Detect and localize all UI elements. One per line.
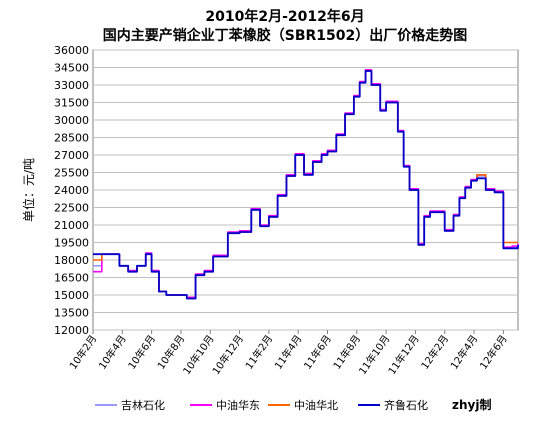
legend-label: 齐鲁石化 [384,398,428,412]
y-tick-label: 25500 [54,167,89,180]
y-tick-label: 12000 [54,324,89,337]
x-tick-label: 11年8月 [330,332,363,371]
x-tick-label: 12年4月 [447,332,480,371]
author-watermark: zhyj制 [452,397,491,412]
x-tick-label: 10年8月 [154,332,187,371]
y-tick-label: 13500 [54,307,89,320]
legend-label: 中油华北 [294,398,338,412]
y-tick-label: 33000 [54,79,89,92]
x-tick-label: 11年6月 [301,332,334,371]
x-tick-label: 10年2月 [66,332,99,371]
y-axis-ticks: 12000 13500 15000 16500 18000 19500 21000 22500… [54,44,89,337]
chart-title: 2010年2月-2012年6月 [205,8,364,25]
y-axis-label: 单位：元/吨 [21,158,36,222]
x-axis-ticks: 10年2月10年4月10年6月10年8月10年10月10年12月11年2月11年… [66,330,510,377]
chart-subtitle: 国内主要产销企业丁苯橡胶（SBR1502）出厂价格走势图 [103,27,468,44]
x-tick-label: 11年4月 [272,332,305,371]
series-line [93,70,519,300]
x-tick-label: 12年6月 [477,332,510,371]
x-tick-label: 10年4月 [96,332,129,371]
y-tick-label: 21000 [54,219,89,232]
legend-label: 中油华东 [216,398,260,412]
y-tick-label: 28500 [54,132,89,145]
y-tick-label: 15000 [54,289,89,302]
grid-lines [93,49,518,331]
legend-label: 吉林石化 [121,398,165,412]
y-tick-label: 31500 [54,97,89,110]
y-tick-label: 27000 [54,149,89,162]
y-tick-label: 22500 [54,202,89,215]
y-tick-label: 36000 [54,44,89,57]
x-tick-label: 11年2月 [242,332,275,371]
x-tick-label: 12年2月 [418,332,451,371]
y-tick-label: 16500 [54,272,89,285]
x-tick-label: 10年6月 [125,332,158,371]
y-tick-label: 18000 [54,254,89,267]
y-tick-label: 19500 [54,237,89,250]
y-tick-label: 34500 [54,62,89,75]
legend: 吉林石化 中油华东 中油华北 齐鲁石化 [95,398,428,412]
series-lines [93,69,519,300]
y-tick-label: 30000 [54,114,89,127]
y-tick-label: 24000 [54,184,89,197]
